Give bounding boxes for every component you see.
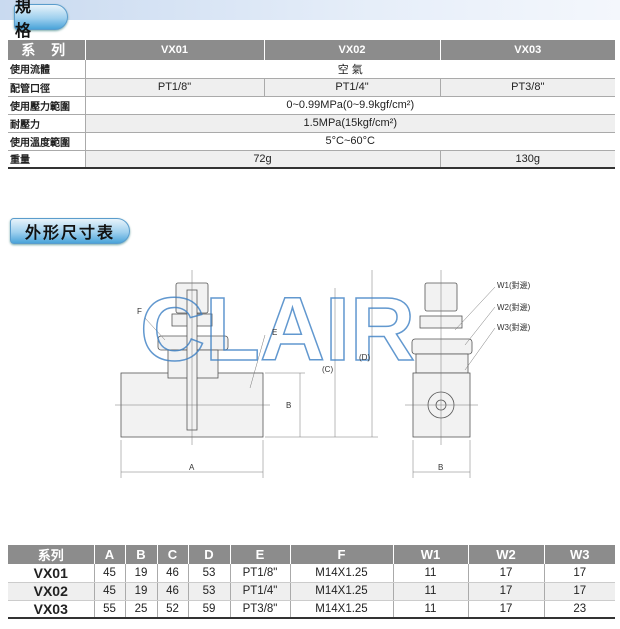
dims-cell: 46 [156,582,188,601]
series-cell: VX02 [8,582,94,601]
dims-cell: 11 [392,600,468,619]
row-label: 耐壓力 [8,114,85,133]
row-label: 使用溫度範圍 [8,132,85,151]
header-series: 系 列 [8,40,85,60]
label-d: (D) [359,353,370,362]
fluid-value: 空 氣 [84,60,615,79]
dims-header-cell: E [229,545,290,564]
dims-header-cell: D [187,545,230,564]
dims-table: 系列 A B C D E F W1 W2 W3 VX01 45 19 46 53 PT1/8" M14X1.2… [8,545,615,619]
dims-header-cell: 系列 [8,545,94,564]
label-b: B [286,401,291,410]
dims-cell: PT1/4" [229,582,290,601]
dims-cell: 19 [124,564,157,583]
dims-header-cell: A [93,545,125,564]
dims-header-cell: W3 [543,545,615,564]
dims-cell: PT3/8" [229,600,290,619]
table-row: 使用溫度範圍 5°C~60°C [8,132,615,151]
table-row: VX02 45 19 46 53 PT1/4" M14X1.25 11 17 17 [8,582,615,601]
label-w3: W3(對邊) [497,322,531,332]
port-vx01: PT1/8" [84,78,264,97]
side-bonnet [415,353,469,374]
label-a: A [189,463,195,472]
table-row: VX03 55 25 52 59 PT3/8" M14X1.25 11 17 23 [8,600,615,619]
dims-cell: 17 [467,564,544,583]
table-row: 重量 72g 130g [8,150,615,169]
side-nut [411,338,473,355]
weight-vx03: 130g [439,150,615,169]
dims-cell: 17 [543,582,615,601]
header-vx01: VX01 [84,40,264,60]
port-vx03: PT3/8" [439,78,615,97]
dims-cell: M14X1.25 [289,582,393,601]
dims-cell: 52 [156,600,188,619]
spec-header-row: 系 列 VX01 VX02 VX03 [8,40,615,60]
header-banner [0,0,620,20]
dims-cell: 17 [543,564,615,583]
dims-header-row: 系列 A B C D E F W1 W2 W3 [8,545,615,564]
dims-cell: 23 [543,600,615,619]
dimension-drawing: CLAIR F E A B (C) (D) B W1(對邊) W2(對邊) W3… [115,270,531,478]
row-label: 使用流體 [8,60,85,79]
temp-value: 5°C~60°C [84,132,615,151]
dims-header-cell: C [156,545,188,564]
label-e: E [272,328,277,337]
dims-cell: 17 [467,582,544,601]
dims-cell: 11 [392,582,468,601]
label-w2: W2(對邊) [497,302,531,312]
port-vx02: PT1/4" [263,78,440,97]
dims-cell: 17 [467,600,544,619]
label-w1: W1(對邊) [497,280,531,290]
dims-cell: 19 [124,582,157,601]
header-vx02: VX02 [263,40,440,60]
dims-cell: 25 [124,600,157,619]
table-row: 使用壓力範圍 0~0.99MPa(0~9.9kgf/cm²) [8,96,615,115]
label-f: F [137,307,142,316]
series-cell: VX01 [8,564,94,583]
table-row: 耐壓力 1.5MPa(15kgf/cm²) [8,114,615,133]
label-c: (C) [322,365,333,374]
dims-cell: 46 [156,564,188,583]
table-row: 使用流體 空 氣 [8,60,615,79]
dims-header-cell: W1 [392,545,468,564]
dims-cell: 59 [187,600,230,619]
label-b-side: B [438,463,443,472]
table-row: VX01 45 19 46 53 PT1/8" M14X1.25 11 17 17 [8,564,615,583]
table-row: 配管口徑 PT1/8" PT1/4" PT3/8" [8,78,615,97]
dims-cell: 53 [187,582,230,601]
dims-cell: PT1/8" [229,564,290,583]
series-cell: VX03 [8,600,94,619]
dims-header-cell: F [289,545,393,564]
proof-value: 1.5MPa(15kgf/cm²) [84,114,615,133]
dims-cell: 53 [187,564,230,583]
row-label: 配管口徑 [8,78,85,97]
dims-cell: 45 [93,582,125,601]
dims-section-title: 外形尺寸表 [10,218,130,244]
dims-cell: 11 [392,564,468,583]
dims-cell: 55 [93,600,125,619]
row-label: 使用壓力範圍 [8,96,85,115]
dims-cell: M14X1.25 [289,600,393,619]
weight-vx01-vx02: 72g [84,150,440,169]
row-label: 重量 [8,150,85,169]
pressure-value: 0~0.99MPa(0~9.9kgf/cm²) [84,96,615,115]
dims-header-cell: W2 [467,545,544,564]
dims-header-cell: B [124,545,157,564]
spec-section-title: 規 格 [14,0,68,40]
dims-cell: M14X1.25 [289,564,393,583]
spec-table: 系 列 VX01 VX02 VX03 使用流體 空 氣 配管口徑 PT1/8" … [8,40,615,169]
watermark: CLAIR [140,280,415,380]
dims-cell: 45 [93,564,125,583]
header-vx03: VX03 [439,40,615,60]
